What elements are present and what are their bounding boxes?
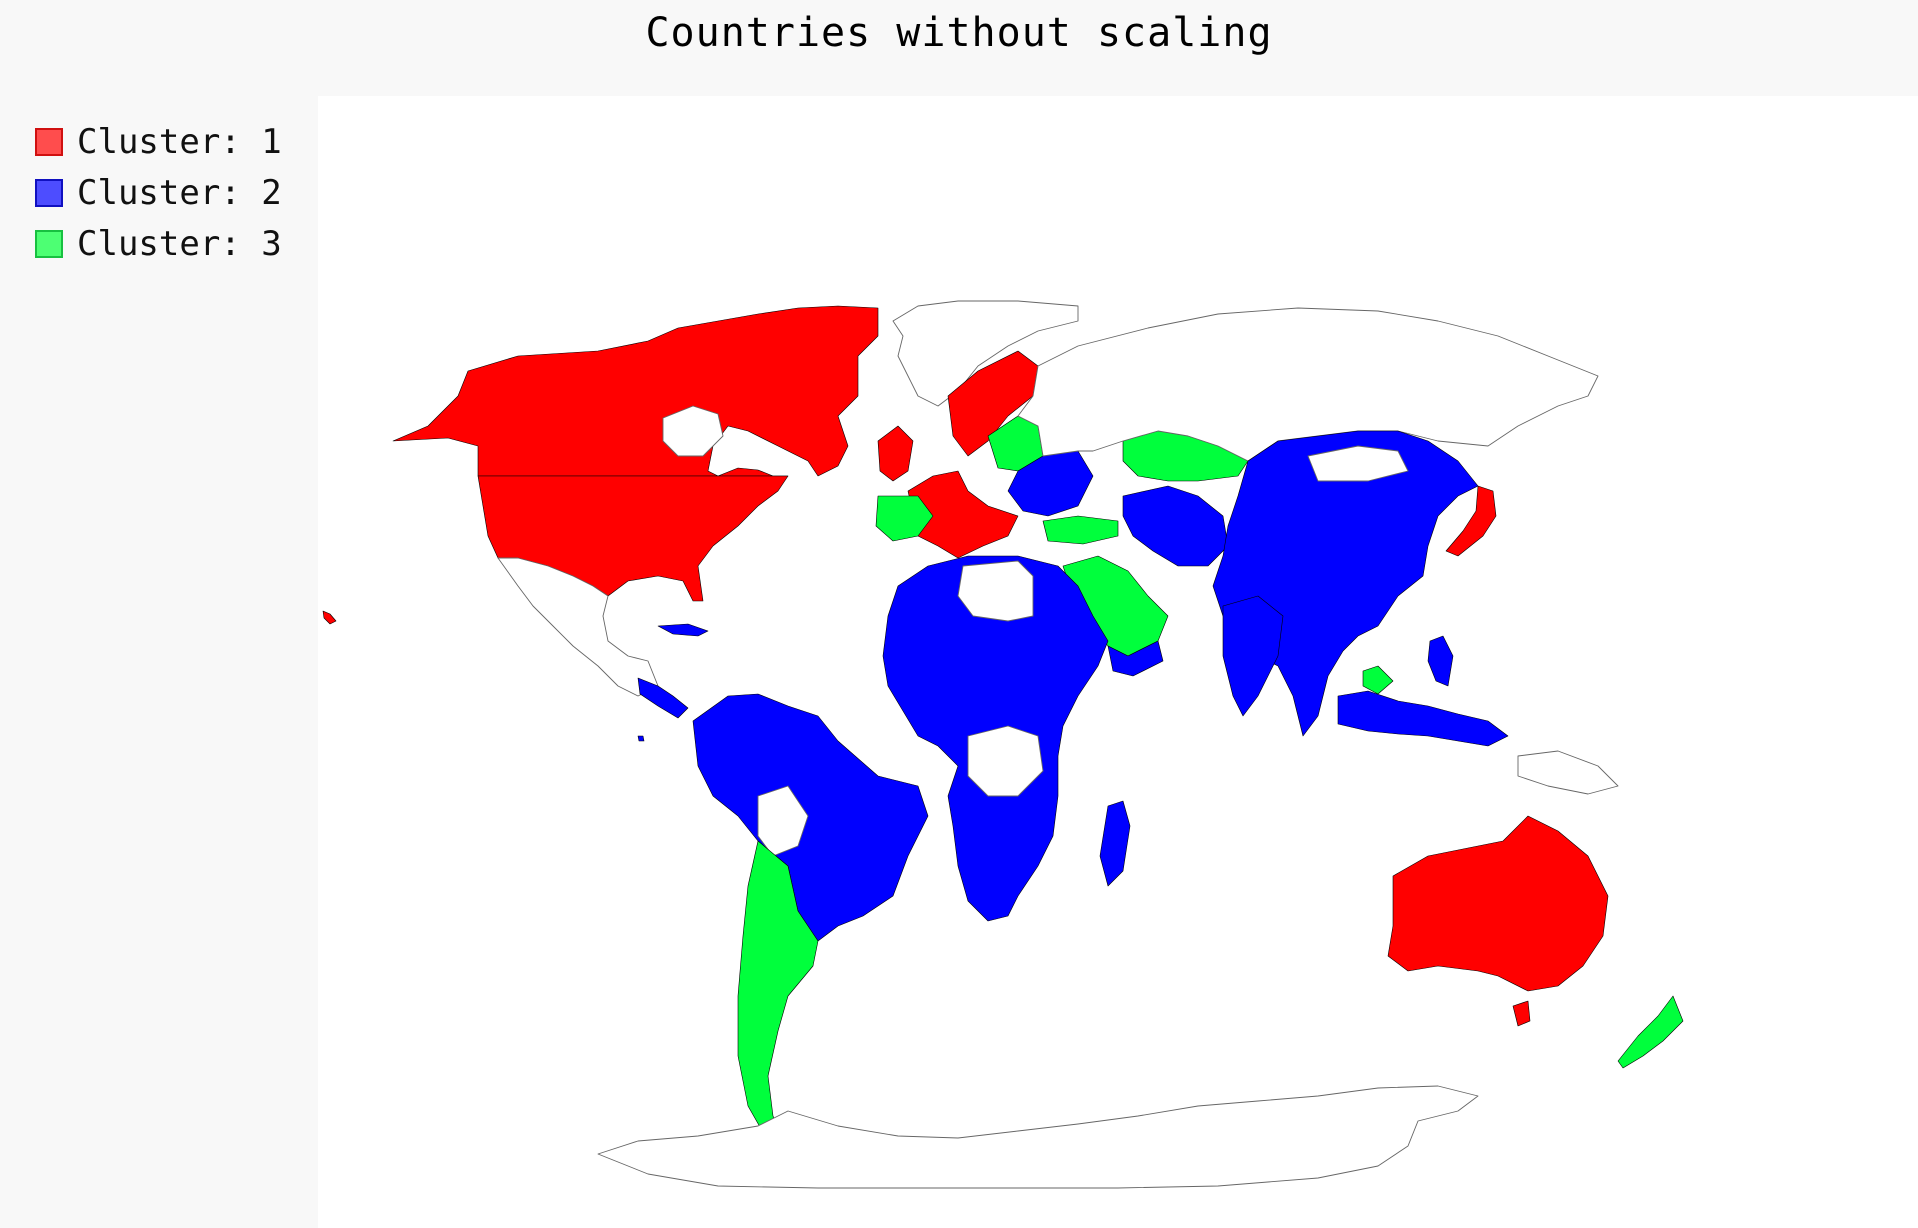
madagascar-region: [1099, 800, 1131, 887]
mexico-region: [497, 557, 659, 697]
north-america-north-region: [392, 305, 879, 479]
hudson-bay: [662, 405, 724, 457]
iberia-region: [875, 495, 934, 542]
world-map: [322, 300, 1684, 1189]
plot-area: [318, 96, 1918, 1228]
legend-label-cluster-2: Cluster: 2: [77, 172, 282, 213]
mongolia-region: [1307, 445, 1409, 482]
central-america-region: [637, 677, 689, 719]
central-africa-gap: [967, 725, 1044, 797]
asia-blue-region: [1212, 430, 1479, 737]
scandinavia-region: [947, 350, 1039, 457]
australia-region: [1387, 815, 1609, 992]
iran-region: [1122, 485, 1229, 567]
chart-title: Countries without scaling: [645, 10, 1273, 56]
antarctica-region: [597, 1085, 1479, 1189]
south-america-green-region: [737, 840, 819, 1147]
caribbean-region: [657, 623, 709, 637]
japan-region: [1445, 485, 1497, 557]
legend-item-cluster-2[interactable]: Cluster: 2: [35, 167, 282, 218]
legend-label-cluster-3: Cluster: 3: [77, 223, 282, 264]
south-america-blue-region: [692, 693, 929, 942]
bolivia-region: [757, 785, 809, 857]
philippines-region: [1427, 635, 1454, 687]
new-zealand-region: [1617, 995, 1684, 1069]
western-europe-region: [907, 470, 1019, 559]
legend-label-cluster-1: Cluster: 1: [77, 121, 282, 162]
legend-swatch-cluster-2: [35, 178, 63, 207]
legend-item-cluster-3[interactable]: Cluster: 3: [35, 218, 282, 269]
india-region: [1222, 595, 1284, 717]
legend-item-cluster-1[interactable]: Cluster: 1: [35, 116, 282, 167]
greenland-region: [892, 300, 1079, 407]
legend-swatch-cluster-1: [35, 127, 63, 156]
uk-region: [877, 425, 914, 482]
turkey-region: [1042, 515, 1119, 545]
legend-swatch-cluster-3: [35, 229, 63, 258]
hawaii-region: [322, 610, 337, 625]
png-region: [1517, 750, 1619, 795]
atlantic-blue-islands: [637, 735, 645, 742]
legend: Cluster: 1 Cluster: 2 Cluster: 3: [35, 116, 282, 269]
malaysia-region: [1362, 665, 1394, 695]
north-africa-gap: [957, 560, 1034, 622]
southeast-asia-region: [1337, 690, 1509, 747]
yemen-region: [1107, 640, 1164, 677]
tasmania-region: [1512, 1000, 1531, 1027]
